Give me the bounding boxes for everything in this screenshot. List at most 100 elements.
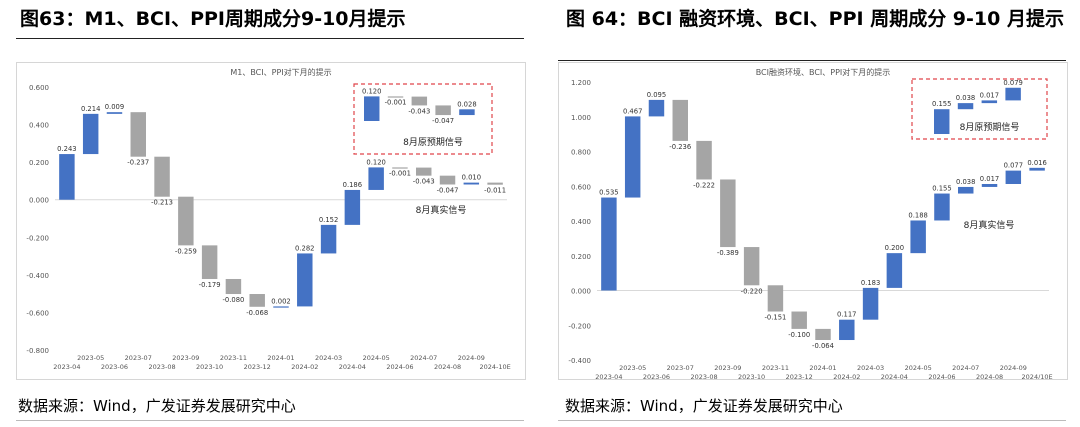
waterfall-bar (624, 116, 641, 198)
chart-svg-64: BCI融资环境、BCI、PPI对下月的提示 1.200 1.000 0.800 0.60… (568, 67, 1053, 379)
data-label: -0.047 (437, 186, 459, 194)
source-note-64: 数据来源：Wind，广发证券发展研究中心 (565, 397, 843, 415)
data-label: -0.237 (127, 159, 149, 167)
x-tick-label: 2023-08 (148, 363, 175, 371)
data-label: -0.179 (199, 281, 221, 289)
x-tick-label: 2024-02 (291, 363, 318, 371)
data-label: 0.077 (1004, 162, 1023, 170)
waterfall-bar (487, 182, 503, 185)
inset-caption: 8月原预期信号 (960, 121, 1020, 133)
y-tick-label: 0.600 (29, 84, 49, 92)
data-label: 0.186 (343, 181, 362, 189)
waterfall-chart-64: BCI融资环境、BCI、PPI对下月的提示 1.200 1.000 0.800 0.60… (558, 62, 1068, 380)
waterfall-bar (273, 306, 289, 308)
waterfall-bar (791, 311, 807, 329)
data-label: -0.011 (484, 187, 506, 195)
waterfall-bar (416, 167, 432, 176)
figure-63-title: 图63：M1、BCI、PPI周期成分9-10月提示 (20, 8, 406, 30)
x-tick-label: 2024-06 (386, 363, 413, 371)
x-tick-label: 2024-09 (1000, 364, 1027, 372)
inset-data-label: 0.028 (457, 100, 476, 108)
waterfall-bar (862, 287, 879, 320)
x-tick-label: 2024-04 (881, 373, 908, 379)
inset-bar (934, 109, 950, 134)
waterfall-bar (368, 167, 384, 190)
waterfall-bar (201, 245, 218, 279)
x-tick-label: 2023-04 (595, 373, 622, 379)
data-label: 0.117 (837, 311, 856, 319)
waterfall-bar (154, 156, 170, 197)
x-tick-label: 2024-08 (434, 363, 461, 371)
waterfall-bar (130, 112, 146, 157)
waterfall-bar (743, 247, 760, 286)
x-tick-label: 2023-09 (172, 354, 199, 362)
inset-data-label: -0.047 (432, 117, 454, 125)
inset-data-label: 0.155 (932, 100, 951, 108)
data-label: 0.155 (932, 185, 951, 193)
inset-data-label: -0.043 (408, 107, 430, 115)
data-label: 0.009 (105, 103, 124, 111)
waterfall-bar (601, 197, 617, 291)
waterfall-bar (934, 193, 950, 221)
x-tick-label: 2023-06 (101, 363, 128, 371)
y-tick-label: 0.000 (571, 288, 591, 296)
x-tick-label: 2024/10E (1022, 373, 1053, 379)
x-tick-label: 2023-11 (220, 354, 247, 362)
x-tick-label: 2024-04 (339, 363, 366, 371)
y-tick-label: 0.600 (571, 183, 591, 191)
x-tick-label: 2023-10 (196, 363, 223, 371)
x-tick-label: 2024-05 (363, 354, 390, 362)
x-tick-label: 2023-12 (244, 363, 271, 371)
data-label: -0.222 (693, 181, 715, 189)
source-note-63: 数据来源：Wind，广发证券发展研究中心 (18, 397, 296, 415)
annotation-label: 8月真实信号 (964, 219, 1015, 231)
data-label: -0.068 (246, 309, 268, 317)
inset-bar (364, 96, 380, 121)
inset-bar (1005, 87, 1021, 101)
waterfall-bar (720, 179, 736, 248)
inset-data-label: 0.079 (1003, 79, 1022, 87)
data-label: 0.095 (647, 91, 666, 99)
x-tick-label: 2023-04 (53, 363, 80, 371)
data-label: 0.038 (956, 178, 975, 186)
waterfall-bar (1005, 170, 1022, 184)
waterfall-chart-63: M1、BCI、PPI对下月的提示 0.600 0.400 0.200 0.000 -0.2… (16, 62, 526, 380)
data-label: 0.214 (81, 105, 100, 113)
data-label: -0.213 (151, 199, 173, 207)
source-underline (16, 420, 524, 421)
inset-bar (459, 109, 475, 116)
inset-data-label: 0.038 (956, 94, 975, 102)
x-tick-label: 2024-09 (458, 354, 485, 362)
data-label: -0.151 (764, 314, 786, 322)
y-tick-label: 0.200 (571, 253, 591, 261)
x-tick-label: 2024-10E (479, 363, 510, 371)
data-label: 0.467 (623, 107, 642, 115)
waterfall-bar (981, 183, 998, 187)
inset-caption: 8月原预期信号 (403, 136, 463, 148)
waterfall-bar (696, 140, 712, 180)
x-tick-label: 2024-01 (809, 364, 836, 372)
x-tick-label: 2023-05 (77, 354, 104, 362)
data-label: 0.152 (319, 216, 338, 224)
waterfall-bar (320, 224, 337, 254)
y-tick-label: -0.200 (26, 234, 49, 242)
chart-title: M1、BCI、PPI对下月的提示 (230, 67, 331, 77)
data-label: 0.017 (980, 175, 999, 183)
y-tick-label: -0.400 (26, 272, 49, 280)
data-label: 0.183 (861, 279, 880, 287)
data-label: -0.064 (812, 342, 834, 350)
x-tick-label: 2024-05 (905, 364, 932, 372)
data-label: -0.043 (413, 178, 435, 186)
waterfall-bar (392, 167, 408, 169)
waterfall-bar (463, 182, 480, 185)
x-tick-label: 2023-07 (125, 354, 152, 362)
inset-data-label: -0.001 (385, 99, 407, 107)
title-underline (558, 60, 1066, 61)
waterfall-bar (886, 253, 903, 288)
data-label: -0.100 (788, 331, 810, 339)
inset-dashed-box (911, 78, 1048, 140)
inset-bar (981, 100, 998, 104)
x-tick-label: 2023-07 (667, 364, 694, 372)
x-tick-label: 2024-01 (267, 354, 294, 362)
annotation-label: 8月真实信号 (416, 204, 467, 216)
